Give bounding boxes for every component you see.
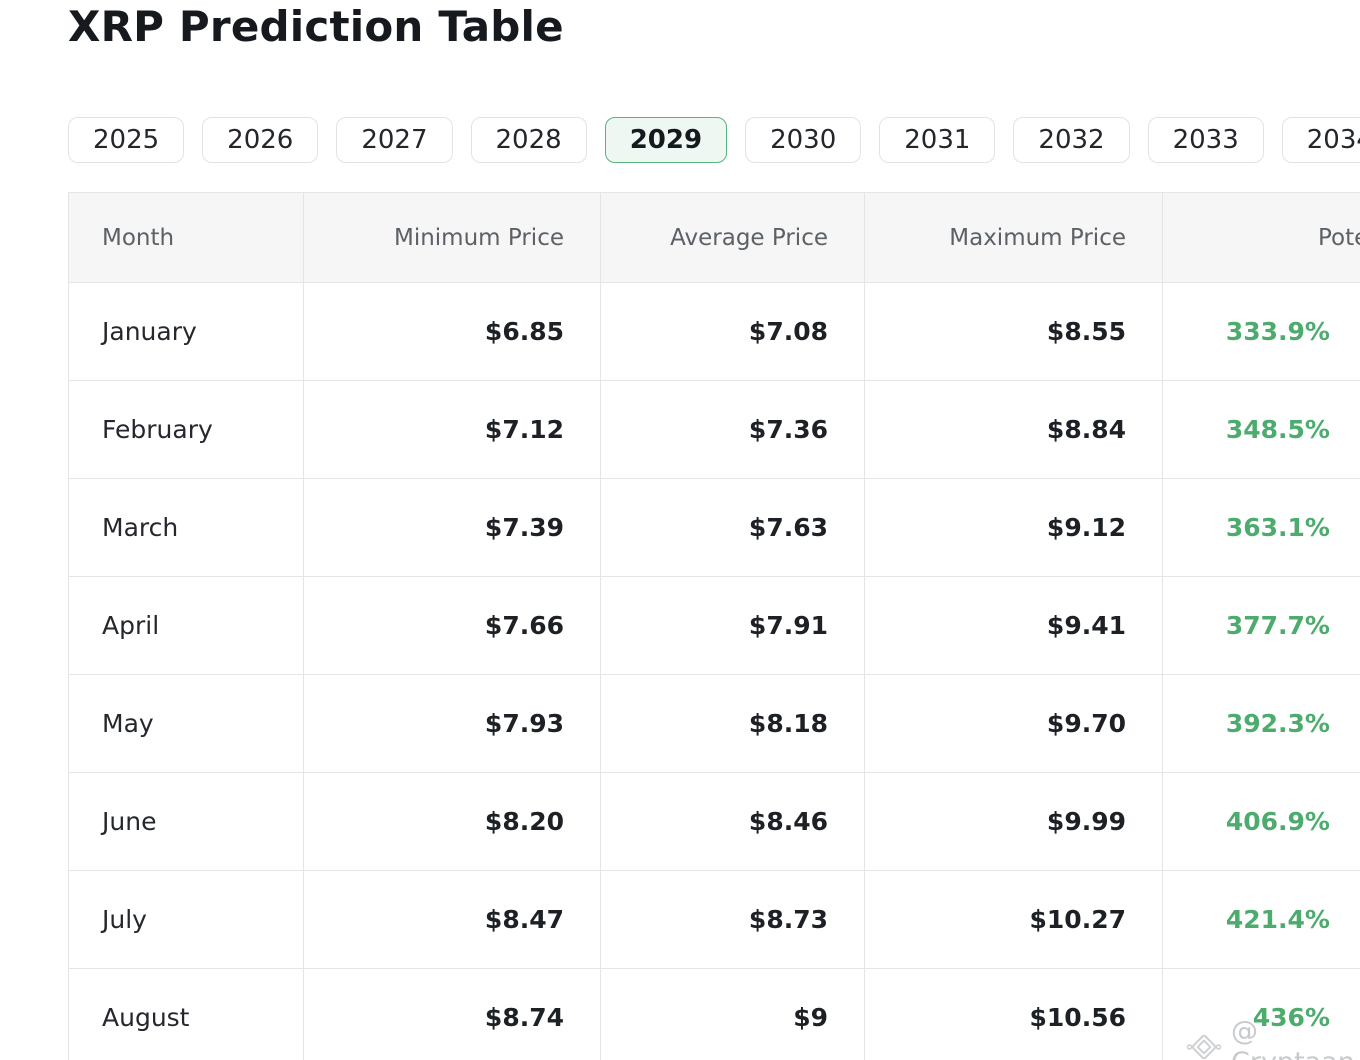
cell-month: April xyxy=(68,576,304,675)
cell-avg-price: $8.73 xyxy=(600,870,865,969)
tab-2029-selected[interactable]: 2029 xyxy=(604,117,728,163)
year-tabs: 2025 2026 2027 2028 2029 2030 2031 2032 … xyxy=(68,117,1360,163)
cell-max-price: $9.41 xyxy=(864,576,1163,675)
cell-avg-price: $7.63 xyxy=(600,478,865,577)
cell-month: August xyxy=(68,968,304,1060)
cell-avg-price: $7.36 xyxy=(600,380,865,479)
cell-potential-roi: 377.7% xyxy=(1162,576,1360,675)
cell-potential-roi: 392.3% xyxy=(1162,674,1360,773)
prediction-table: Month Minimum Price Average Price Maximu… xyxy=(68,192,1360,1060)
tab-2027[interactable]: 2027 xyxy=(336,117,453,163)
col-header-month: Month xyxy=(68,192,304,283)
table-row-june: June $8.20 $8.46 $9.99 406.9% xyxy=(68,772,1360,871)
tab-2025[interactable]: 2025 xyxy=(68,117,185,163)
cell-max-price: $9.99 xyxy=(864,772,1163,871)
tab-2034[interactable]: 2034 xyxy=(1281,117,1360,163)
cell-min-price: $8.74 xyxy=(303,968,601,1060)
tab-2032[interactable]: 2032 xyxy=(1013,117,1130,163)
tab-2028[interactable]: 2028 xyxy=(470,117,587,163)
cell-min-price: $6.85 xyxy=(303,282,601,381)
cell-min-price: $7.66 xyxy=(303,576,601,675)
cell-min-price: $7.12 xyxy=(303,380,601,479)
table-row-july: July $8.47 $8.73 $10.27 421.4% xyxy=(68,870,1360,969)
cell-avg-price: $8.46 xyxy=(600,772,865,871)
cell-month: July xyxy=(68,870,304,969)
tab-2033[interactable]: 2033 xyxy=(1147,117,1264,163)
cell-min-price: $8.20 xyxy=(303,772,601,871)
cell-max-price: $8.84 xyxy=(864,380,1163,479)
cell-avg-price: $7.08 xyxy=(600,282,865,381)
col-header-average-price: Average Price xyxy=(600,192,865,283)
cell-month: March xyxy=(68,478,304,577)
cell-month: January xyxy=(68,282,304,381)
tab-2030[interactable]: 2030 xyxy=(745,117,862,163)
cell-min-price: $8.47 xyxy=(303,870,601,969)
table-row-march: March $7.39 $7.63 $9.12 363.1% xyxy=(68,478,1360,577)
cell-avg-price: $8.18 xyxy=(600,674,865,773)
cell-max-price: $9.70 xyxy=(864,674,1163,773)
cell-month: May xyxy=(68,674,304,773)
cell-potential-roi: 348.5% xyxy=(1162,380,1360,479)
cell-potential-roi: 333.9% xyxy=(1162,282,1360,381)
cell-max-price: $10.56 xyxy=(864,968,1163,1060)
page-title: XRP Prediction Table xyxy=(68,2,564,51)
cell-max-price: $8.55 xyxy=(864,282,1163,381)
cell-min-price: $7.93 xyxy=(303,674,601,773)
cell-potential-roi: 421.4% xyxy=(1162,870,1360,969)
cell-potential-roi: 363.1% xyxy=(1162,478,1360,577)
cell-min-price: $7.39 xyxy=(303,478,601,577)
cell-potential-roi: 406.9% xyxy=(1162,772,1360,871)
tab-2026[interactable]: 2026 xyxy=(202,117,319,163)
cell-avg-price: $9 xyxy=(600,968,865,1060)
cell-month: June xyxy=(68,772,304,871)
col-header-potential-roi: Potential ROI xyxy=(1162,192,1360,283)
table-row-august: August $8.74 $9 $10.56 436% xyxy=(68,968,1360,1060)
cell-month: February xyxy=(68,380,304,479)
col-header-minimum-price: Minimum Price xyxy=(303,192,601,283)
cell-max-price: $10.27 xyxy=(864,870,1163,969)
cell-max-price: $9.12 xyxy=(864,478,1163,577)
table-row-february: February $7.12 $7.36 $8.84 348.5% xyxy=(68,380,1360,479)
table-row-april: April $7.66 $7.91 $9.41 377.7% xyxy=(68,576,1360,675)
cell-potential-roi: 436% xyxy=(1162,968,1360,1060)
cell-avg-price: $7.91 xyxy=(600,576,865,675)
col-header-maximum-price: Maximum Price xyxy=(864,192,1163,283)
table-row-january: January $6.85 $7.08 $8.55 333.9% xyxy=(68,282,1360,381)
tab-2031[interactable]: 2031 xyxy=(879,117,996,163)
table-header-row: Month Minimum Price Average Price Maximu… xyxy=(68,192,1360,283)
table-row-may: May $7.93 $8.18 $9.70 392.3% xyxy=(68,674,1360,773)
